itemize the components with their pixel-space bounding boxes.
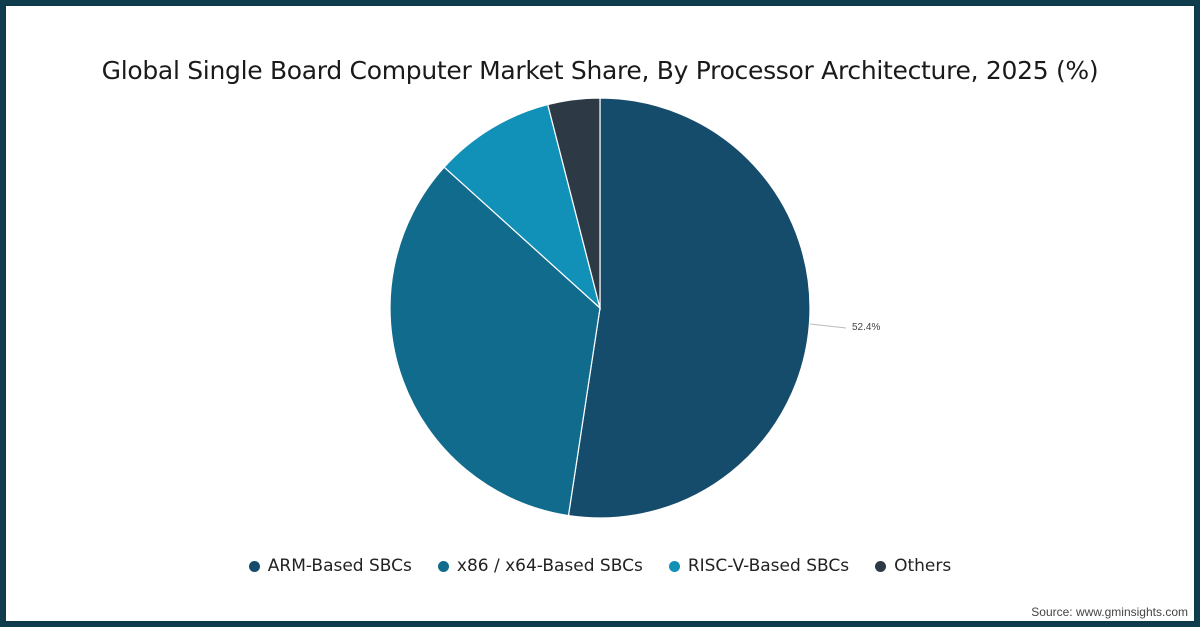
legend: ARM-Based SBCs x86 / x64-Based SBCs RISC…: [6, 556, 1194, 576]
leader-line: [809, 323, 847, 329]
legend-item-arm[interactable]: ARM-Based SBCs: [248, 556, 412, 576]
chart-title: Global Single Board Computer Market Shar…: [101, 56, 1099, 85]
data-label-arm: 52.4%: [852, 322, 881, 333]
legend-item-riscv[interactable]: RISC-V-Based SBCs: [668, 556, 849, 576]
chart-frame: Global Single Board Computer Market Shar…: [4, 4, 1196, 623]
pie-slice-2[interactable]: [443, 103, 602, 310]
pie-slice-3[interactable]: [547, 97, 601, 309]
source-note: Source: www.gminsights.com: [1031, 605, 1188, 619]
pie-chart: [389, 97, 847, 519]
legend-dot-icon: [668, 560, 680, 572]
legend-dot-icon: [248, 560, 260, 572]
legend-item-x86[interactable]: x86 / x64-Based SBCs: [437, 556, 643, 576]
pie-slice-0[interactable]: [567, 97, 811, 519]
legend-dot-icon: [437, 560, 449, 572]
legend-item-others[interactable]: Others: [875, 556, 951, 576]
pie-slice-1[interactable]: [389, 166, 601, 517]
legend-dot-icon: [875, 560, 887, 572]
